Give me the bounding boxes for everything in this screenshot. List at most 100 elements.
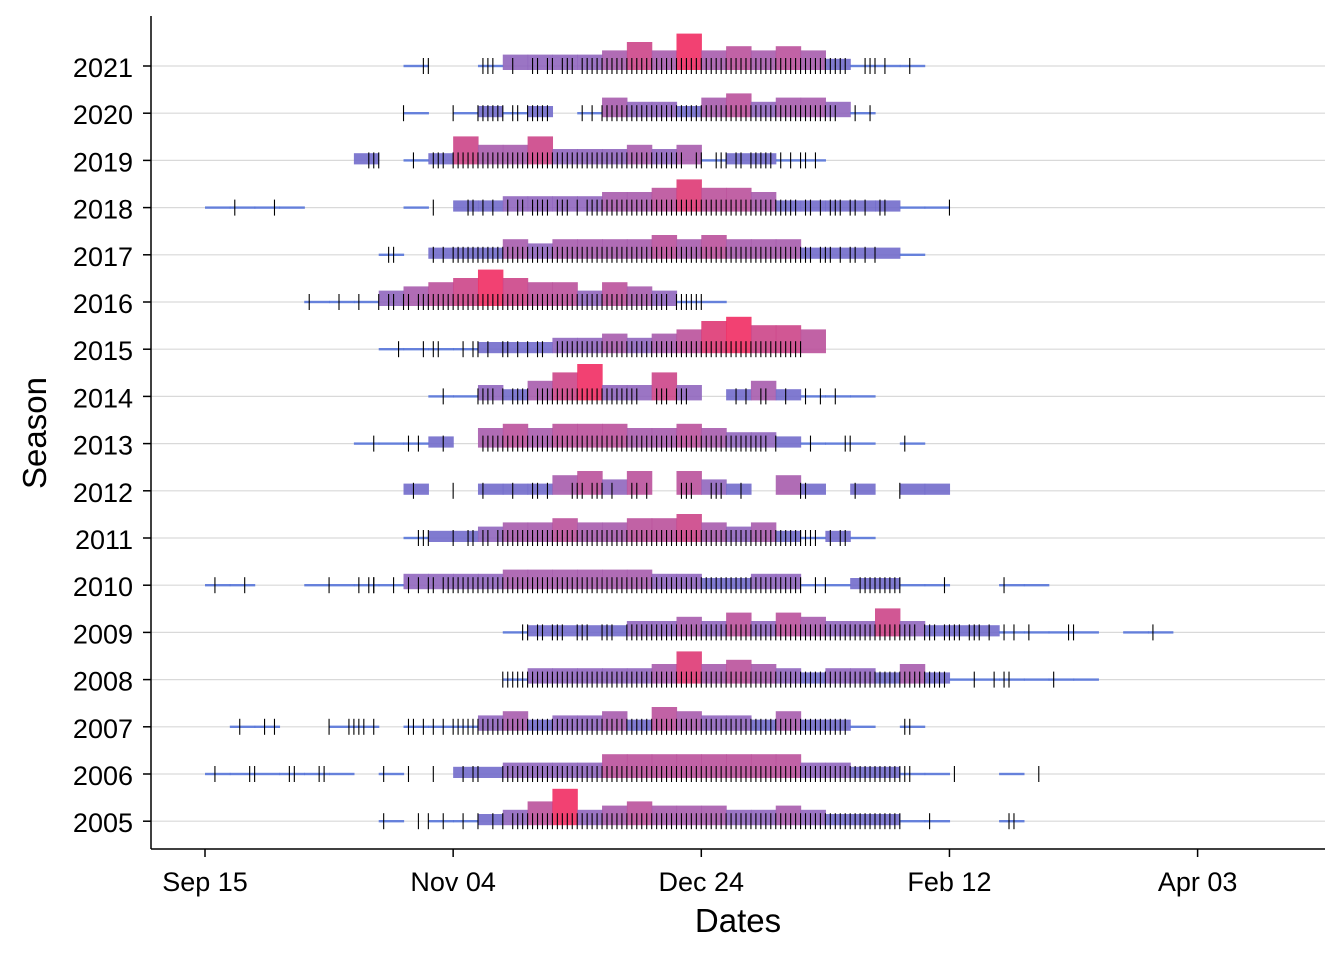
density-bar: [577, 54, 603, 70]
density-bar: [1073, 678, 1099, 681]
density-bar: [850, 725, 876, 728]
density-bar: [205, 206, 231, 209]
density-bar: [726, 153, 752, 165]
density-bar: [527, 428, 554, 448]
density-bar: [651, 372, 678, 401]
density-bar: [726, 754, 752, 778]
density-bar: [676, 471, 702, 495]
y-tick-label-2008: 2008: [73, 667, 133, 697]
density-bar: [552, 372, 578, 401]
density-bar: [602, 805, 628, 826]
density-bar: [1048, 631, 1075, 634]
density-bar: [800, 200, 826, 212]
density-bar: [701, 97, 727, 118]
density-bar: [775, 239, 802, 259]
density-bar: [800, 50, 826, 70]
y-axis-title: Season: [16, 377, 53, 489]
density-bar: [999, 820, 1025, 823]
density-bar: [453, 573, 479, 590]
density-bar: [602, 97, 628, 118]
y-tick-labels: 2021 2020 2019 2018 2017 2016 2015 2014 2013 2012…: [73, 53, 133, 838]
density-bar: [701, 235, 727, 259]
density-bar: [453, 348, 479, 351]
density-bar: [626, 754, 653, 778]
density-bar: [651, 573, 678, 590]
density-bar: [602, 385, 628, 401]
density-bar: [626, 239, 653, 259]
density-bar: [750, 101, 777, 118]
density-bar: [477, 385, 504, 401]
y-tick-label-2009: 2009: [73, 619, 133, 649]
density-bar: [477, 200, 504, 212]
density-bar: [726, 612, 752, 637]
density-bar: [899, 442, 926, 445]
y-tick-label-2014: 2014: [73, 383, 133, 413]
density-bar: [626, 385, 653, 401]
density-bar: [974, 625, 1000, 637]
density-bar: [875, 766, 901, 778]
density-bar: [750, 325, 777, 354]
density-bar: [552, 282, 578, 306]
density-bar: [403, 159, 429, 162]
density-bar: [428, 153, 454, 165]
density-bar: [750, 809, 777, 826]
density-bar: [626, 144, 653, 165]
density-bar: [477, 814, 504, 826]
density-bar: [502, 678, 529, 681]
density-bar: [353, 153, 380, 165]
density-bar: [502, 423, 529, 448]
density-bar: [651, 754, 678, 778]
density-bar: [329, 725, 355, 728]
density-bar: [626, 192, 653, 212]
density-bar: [875, 608, 901, 637]
density-bar: [775, 668, 802, 684]
density-bar: [552, 625, 578, 637]
density-bar: [825, 442, 851, 445]
x-tick-label: Sep 15: [162, 867, 248, 897]
y-tick-label-2019: 2019: [73, 147, 133, 177]
density-bar: [750, 153, 777, 165]
density-bar: [403, 286, 429, 306]
density-bar: [651, 707, 678, 731]
density-bar: [800, 616, 826, 637]
density-bar: [602, 522, 628, 542]
density-bar: [701, 479, 727, 495]
density-bar: [477, 715, 504, 731]
density-bar: [651, 101, 678, 118]
density-bar: [825, 530, 851, 542]
density-bar: [552, 475, 578, 495]
density-bar: [726, 316, 752, 354]
density-bar: [577, 762, 603, 778]
density-bar: [229, 772, 256, 776]
density-bar: [1048, 678, 1075, 681]
density-bar: [800, 329, 826, 354]
density-bar: [527, 196, 554, 212]
y-tick-label-2013: 2013: [73, 431, 133, 461]
density-bar: [626, 428, 653, 448]
density-bar: [750, 664, 777, 684]
density-bar: [577, 337, 603, 354]
density-bar: [825, 621, 851, 637]
density-bar: [502, 54, 529, 70]
density-bar: [602, 569, 628, 590]
density-bar: [378, 442, 405, 445]
density-bar: [775, 389, 802, 401]
density-bar: [428, 573, 454, 590]
density-bar: [850, 395, 876, 398]
density-bar: [1073, 631, 1099, 634]
density-bar: [602, 149, 628, 165]
x-tick-label: Apr 03: [1158, 867, 1238, 897]
density-bar: [626, 569, 653, 590]
density-bar: [602, 479, 628, 495]
density-bar: [676, 300, 702, 304]
density-bar: [502, 762, 529, 778]
density-bar: [626, 101, 653, 118]
density-bar: [750, 50, 777, 70]
density-bar: [428, 247, 454, 259]
density-bar: [875, 200, 901, 212]
density-bar: [999, 631, 1025, 634]
density-bar: [825, 101, 851, 118]
density-bar: [775, 325, 802, 354]
density-bar: [999, 772, 1025, 776]
density-bar: [527, 342, 554, 354]
